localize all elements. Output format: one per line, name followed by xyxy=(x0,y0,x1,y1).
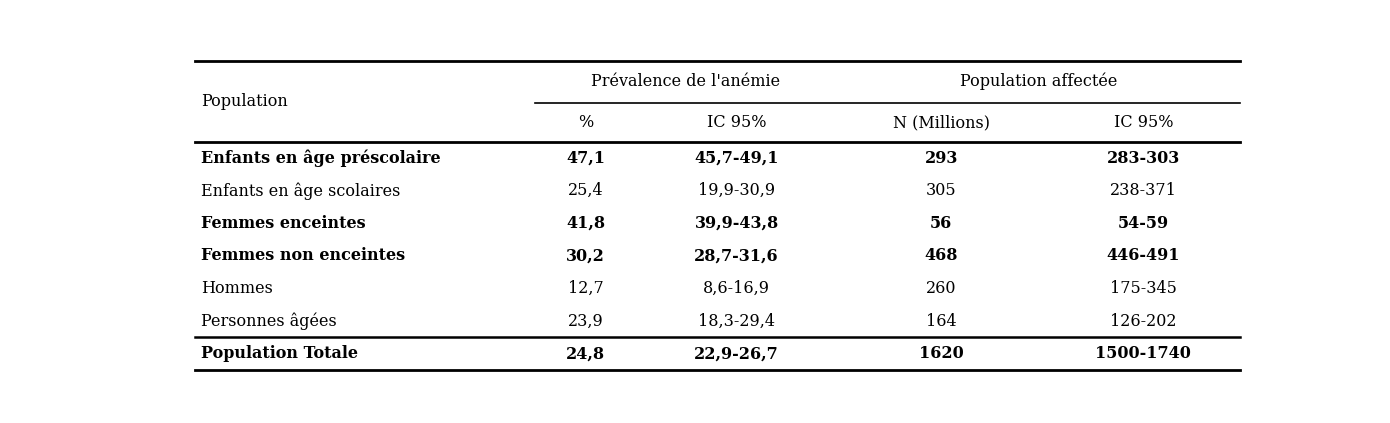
Text: 283-303: 283-303 xyxy=(1106,150,1180,167)
Text: Femmes non enceintes: Femmes non enceintes xyxy=(200,247,404,264)
Text: Enfants en âge scolaires: Enfants en âge scolaires xyxy=(200,182,400,200)
Text: Personnes âgées: Personnes âgées xyxy=(200,312,336,330)
Text: 54-59: 54-59 xyxy=(1118,215,1169,232)
Text: 468: 468 xyxy=(924,247,958,264)
Text: 8,6-16,9: 8,6-16,9 xyxy=(703,280,770,297)
Text: 12,7: 12,7 xyxy=(569,280,603,297)
Text: 293: 293 xyxy=(924,150,958,167)
Text: 24,8: 24,8 xyxy=(566,345,606,362)
Text: Population Totale: Population Totale xyxy=(200,345,357,362)
Text: 39,9-43,8: 39,9-43,8 xyxy=(695,215,778,232)
Text: Femmes enceintes: Femmes enceintes xyxy=(200,215,366,232)
Text: 56: 56 xyxy=(930,215,952,232)
Text: %: % xyxy=(578,114,594,131)
Text: Population: Population xyxy=(200,93,288,110)
Text: 126-202: 126-202 xyxy=(1111,313,1176,330)
Text: IC 95%: IC 95% xyxy=(1113,114,1173,131)
Text: N (Millions): N (Millions) xyxy=(892,114,990,131)
Text: 41,8: 41,8 xyxy=(566,215,606,232)
Text: Enfants en âge préscolaire: Enfants en âge préscolaire xyxy=(200,149,441,167)
Text: 260: 260 xyxy=(926,280,956,297)
Text: 446-491: 446-491 xyxy=(1106,247,1180,264)
Text: 47,1: 47,1 xyxy=(566,150,605,167)
Text: 28,7-31,6: 28,7-31,6 xyxy=(694,247,778,264)
Text: 30,2: 30,2 xyxy=(566,247,605,264)
Text: 238-371: 238-371 xyxy=(1109,182,1177,199)
Text: 22,9-26,7: 22,9-26,7 xyxy=(694,345,778,362)
Text: Hommes: Hommes xyxy=(200,280,272,297)
Text: 164: 164 xyxy=(926,313,956,330)
Text: 19,9-30,9: 19,9-30,9 xyxy=(698,182,776,199)
Text: 175-345: 175-345 xyxy=(1109,280,1177,297)
Text: IC 95%: IC 95% xyxy=(708,114,766,131)
Text: 1500-1740: 1500-1740 xyxy=(1095,345,1191,362)
Text: 45,7-49,1: 45,7-49,1 xyxy=(695,150,778,167)
Text: 1620: 1620 xyxy=(919,345,963,362)
Text: Prévalence de l'anémie: Prévalence de l'anémie xyxy=(591,73,780,90)
Text: 305: 305 xyxy=(926,182,956,199)
Text: 25,4: 25,4 xyxy=(569,182,603,199)
Text: 23,9: 23,9 xyxy=(569,313,603,330)
Text: 18,3-29,4: 18,3-29,4 xyxy=(698,313,776,330)
Text: Population affectée: Population affectée xyxy=(959,73,1118,91)
